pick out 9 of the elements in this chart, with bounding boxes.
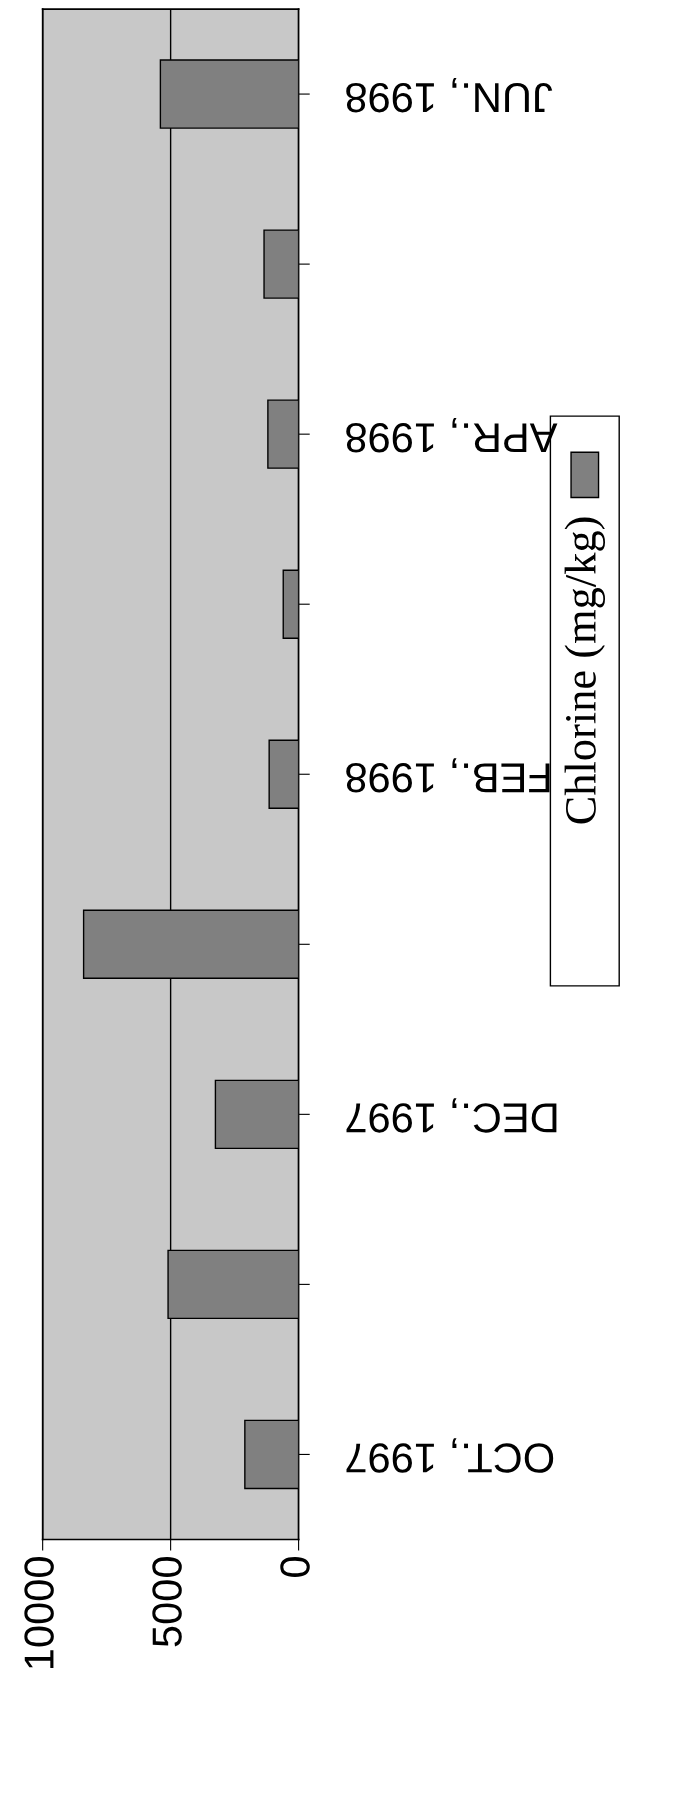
y-tick-label: DEC., 1997 [346, 1098, 557, 1133]
y-tick-label: OCT., 1997 [346, 1438, 554, 1473]
y-tick-label: APR., 1998 [346, 418, 558, 453]
x-tick-label: 0 [280, 1557, 310, 1577]
y-tick-label: JUN., 1998 [346, 77, 553, 113]
x-tick-label: 5000 [152, 1557, 182, 1647]
y-tick-label: FEB., 1998 [346, 758, 550, 793]
legend-label: Chlorine (mg/kg) [564, 517, 606, 824]
x-tick-label: 10000 [24, 1557, 54, 1669]
